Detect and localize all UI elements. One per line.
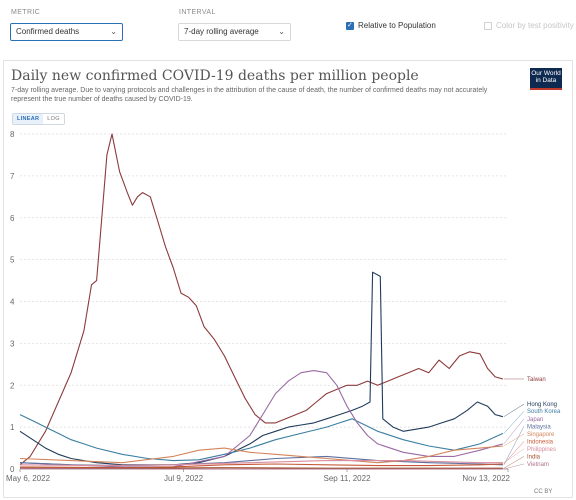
- series-label[interactable]: Singapore: [527, 432, 555, 438]
- series-connector: [503, 426, 525, 465]
- series-line-indonesia[interactable]: [19, 463, 503, 469]
- interval-select-value: 7-day rolling average: [184, 27, 259, 36]
- y-tick-label: 6: [10, 214, 15, 223]
- y-tick-label: 1: [10, 423, 15, 432]
- color-label: Color by test positivity: [496, 21, 574, 30]
- logo-line1: Our World: [531, 70, 561, 77]
- series-label[interactable]: Taiwan: [527, 377, 546, 383]
- y-tick-label: 8: [10, 130, 15, 139]
- series-line-taiwan[interactable]: [19, 133, 504, 466]
- x-tick-label: May 6, 2022: [6, 474, 51, 483]
- chart-title: Daily new confirmed COVID-19 deaths per …: [11, 68, 419, 84]
- owid-logo[interactable]: Our World in Data: [530, 68, 562, 90]
- chart-card: [3, 60, 573, 498]
- interval-label: INTERVAL: [179, 9, 216, 16]
- y-tick-label: 5: [10, 256, 15, 265]
- series-label[interactable]: Hong Kong: [527, 402, 557, 408]
- series-connector: [503, 463, 525, 470]
- series-connector: [503, 456, 525, 469]
- y-tick-label: 7: [10, 172, 15, 181]
- series-label[interactable]: Japan: [527, 417, 543, 423]
- controls-bar: METRIC Confirmed deaths ⌄ INTERVAL 7-day…: [0, 0, 576, 56]
- series-label[interactable]: India: [527, 454, 541, 460]
- series-lines: [19, 133, 504, 470]
- color-checkbox[interactable]: [484, 22, 492, 30]
- metric-select-value: Confirmed deaths: [16, 27, 80, 36]
- x-tick-label: Nov 13, 2022: [462, 474, 510, 483]
- series-label[interactable]: Philippines: [527, 447, 556, 453]
- y-tick-label: 3: [10, 339, 15, 348]
- y-axis-labels: 0 1 2 3 4 5 6 7 8: [10, 130, 15, 474]
- y-tick-label: 0: [10, 465, 15, 474]
- series-label[interactable]: Malaysia: [527, 424, 551, 430]
- y-tick-label: 2: [10, 381, 15, 390]
- series-connector: [503, 433, 525, 447]
- series-line-india[interactable]: [20, 467, 503, 469]
- license-label[interactable]: CC BY: [534, 489, 553, 495]
- series-line-south-korea[interactable]: [19, 414, 504, 462]
- chart-subtitle: 7-day rolling average. Due to varying pr…: [11, 87, 488, 103]
- series-label[interactable]: South Korea: [527, 409, 561, 415]
- series-connector: [503, 448, 525, 463]
- y-tick-label: 4: [10, 298, 15, 307]
- relative-checkbox[interactable]: [346, 22, 354, 30]
- series-label[interactable]: Indonesia: [527, 439, 554, 445]
- series-line-hong-kong[interactable]: [19, 271, 504, 466]
- chevron-down-icon: ⌄: [278, 27, 285, 36]
- log-scale-button[interactable]: LOG: [47, 116, 60, 122]
- logo-line2: in Data: [535, 77, 557, 84]
- series-line-singapore[interactable]: [19, 445, 503, 464]
- series-connector: [503, 418, 525, 444]
- interval-select[interactable]: 7-day rolling average ⌄: [178, 23, 291, 41]
- chevron-down-icon: ⌄: [110, 27, 117, 36]
- linear-scale-button[interactable]: LINEAR: [13, 114, 44, 124]
- chart-grid: [20, 133, 508, 470]
- metric-select[interactable]: Confirmed deaths ⌄: [10, 23, 123, 41]
- metric-label: METRIC: [11, 9, 41, 16]
- relative-label: Relative to Population: [358, 21, 436, 30]
- x-tick-label: Jul 9, 2022: [164, 474, 204, 483]
- x-tick-label: Sep 11, 2022: [324, 474, 372, 483]
- series-line-japan[interactable]: [19, 370, 504, 468]
- series-connector: [503, 403, 525, 417]
- series-line-philippines[interactable]: [19, 460, 503, 467]
- series-connector: [503, 411, 525, 434]
- x-axis: May 6, 2022 Jul 9, 2022 Sep 11, 2022 Nov 13…: [6, 468, 511, 483]
- series-label[interactable]: Vietnam: [527, 462, 549, 468]
- scale-toggle: LINEAR LOG: [12, 113, 65, 125]
